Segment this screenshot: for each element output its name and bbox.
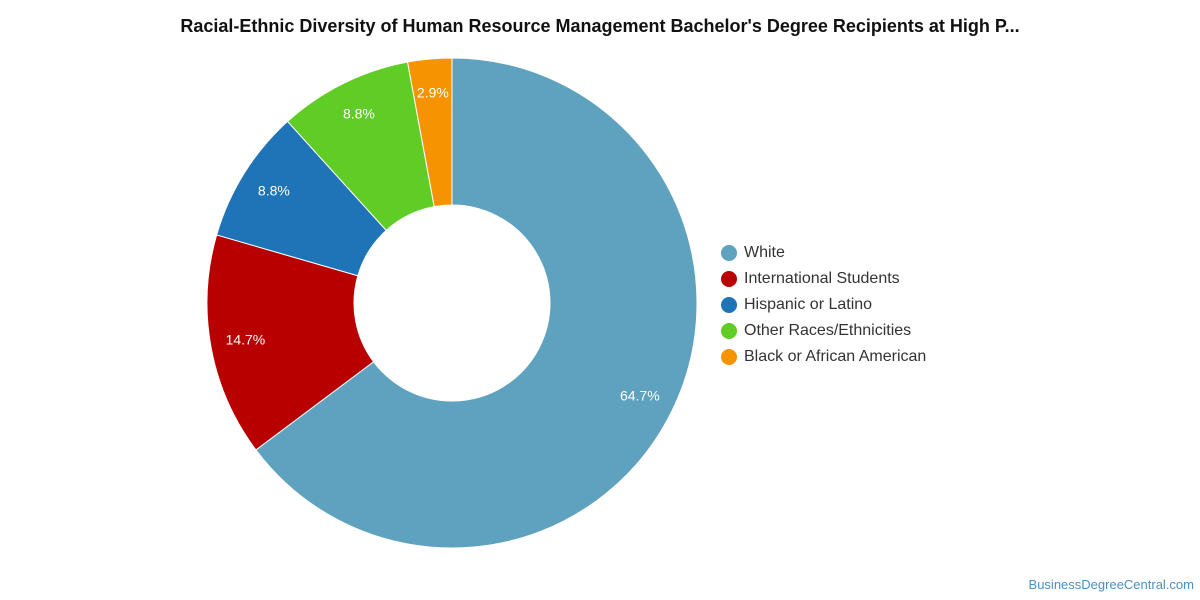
chart-title: Racial-Ethnic Diversity of Human Resourc…: [180, 16, 1020, 36]
legend-label: Hispanic or Latino: [744, 296, 873, 313]
source-credit-link[interactable]: BusinessDegreeCentral.com: [1028, 577, 1194, 592]
legend-item-hispanic-or-latino[interactable]: Hispanic or Latino: [721, 292, 926, 318]
legend-swatch-icon: [721, 271, 737, 287]
legend-label: Other Races/Ethnicities: [744, 322, 912, 339]
slice-label-international-students: 14.7%: [226, 331, 266, 347]
legend-swatch-icon: [721, 349, 737, 365]
legend-label: International Students: [744, 270, 900, 287]
legend-swatch-icon: [721, 297, 737, 313]
slice-white[interactable]: [255, 57, 698, 549]
legend-label: White: [744, 244, 785, 261]
slice-label-hispanic-or-latino: 8.8%: [258, 182, 290, 198]
legend-swatch-icon: [721, 245, 737, 261]
slice-label-white: 64.7%: [620, 388, 660, 404]
legend-item-black-or-african-american[interactable]: Black or African American: [721, 344, 926, 370]
slice-black-or-african-american[interactable]: [406, 57, 453, 208]
legend-item-international-students[interactable]: International Students: [721, 266, 926, 292]
legend-item-white[interactable]: White: [721, 240, 926, 266]
slice-label-other-races-ethnicities: 8.8%: [343, 105, 375, 121]
slice-international-students[interactable]: [206, 234, 375, 451]
slice-label-black-or-african-american: 2.9%: [417, 85, 449, 101]
legend: White International Students Hispanic or L…: [721, 240, 926, 370]
legend-swatch-icon: [721, 323, 737, 339]
legend-label: Black or African American: [744, 348, 927, 365]
legend-item-other-races-ethnicities[interactable]: Other Races/Ethnicities: [721, 318, 926, 344]
